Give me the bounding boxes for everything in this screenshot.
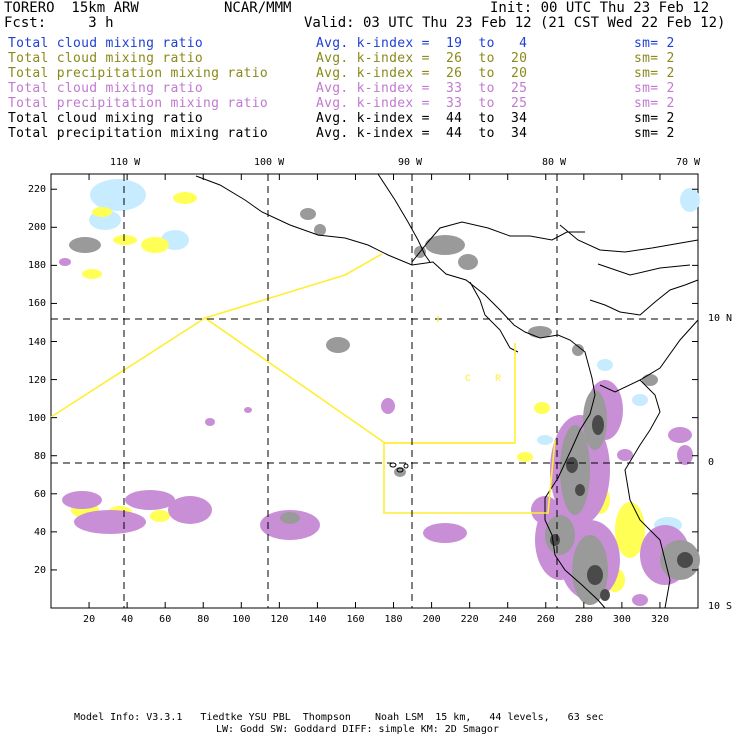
x-tick-label: 20 [83, 614, 96, 625]
x-tick-label: 320 [650, 614, 669, 625]
model-info: Model Info: V3.3.1 Tiedtke YSU PBL Thomp… [74, 712, 604, 723]
region-label-r: R [495, 374, 501, 385]
legend-sm: sm= 2 [634, 66, 675, 81]
longitude-label: 90 W [398, 157, 423, 168]
x-tick-label: 300 [612, 614, 631, 625]
y-tick-label: 40 [34, 526, 47, 538]
legend-field: Total cloud mixing ratio [8, 36, 204, 51]
legend-sm: sm= 2 [634, 81, 675, 96]
init-time: Init: 00 UTC Thu 23 Feb 12 [490, 0, 710, 16]
x-tick-label: 80 [197, 614, 210, 625]
legend-kindex: Avg. k-index = 26 to 20 [316, 51, 528, 66]
legend-field: Total cloud mixing ratio [8, 51, 204, 66]
legend-field: Total cloud mixing ratio [8, 81, 204, 96]
x-tick-label: 160 [346, 614, 365, 625]
x-tick-label: 40 [121, 614, 134, 625]
y-tick-label: 60 [34, 488, 47, 500]
light-blue-cloud-field [89, 179, 700, 533]
lat-lon-grid [51, 174, 698, 608]
legend-sm: sm= 2 [634, 126, 675, 141]
legend-kindex: Avg. k-index = 26 to 20 [316, 66, 528, 81]
latitude-label: 10 S [708, 601, 733, 612]
y-tick-label: 20 [34, 564, 47, 576]
legend-field: Total precipitation mixing ratio [8, 96, 269, 111]
y-tick-label: 160 [28, 298, 47, 310]
legend-field: Total precipitation mixing ratio [8, 126, 269, 141]
longitude-label: 100 W [254, 157, 285, 168]
yellow-boundary-lines [50, 253, 556, 514]
legend-kindex: Avg. k-index = 44 to 34 [316, 111, 528, 126]
latitude-label: 0 [708, 457, 715, 468]
x-tick-label: 120 [270, 614, 289, 625]
valid-time: Valid: 03 UTC Thu 23 Feb 12 (21 CST Wed … [304, 15, 726, 31]
x-tick-label: 260 [536, 614, 555, 625]
y-tick-label: 220 [28, 184, 47, 196]
x-tick-label: 200 [422, 614, 441, 625]
x-tick-label: 140 [308, 614, 327, 625]
longitude-label: 70 W [676, 157, 701, 168]
x-tick-label: 100 [232, 614, 251, 625]
x-tick-label: 220 [460, 614, 479, 625]
galapagos-islands [389, 462, 409, 473]
longitude-label: 110 W [110, 157, 141, 168]
legend-kindex: Avg. k-index = 33 to 25 [316, 96, 528, 111]
legend-sm: sm= 2 [634, 51, 675, 66]
x-tick-label: 280 [574, 614, 593, 625]
legend-sm: sm= 2 [634, 96, 675, 111]
region-label-c: C [465, 374, 471, 385]
x-tick-label: 240 [498, 614, 517, 625]
legend-field: Total cloud mixing ratio [8, 111, 204, 126]
y-tick-label: 180 [28, 260, 47, 272]
longitude-label: 80 W [542, 157, 567, 168]
legend-sm: sm= 2 [634, 36, 675, 51]
model-title: TORERO 15km ARW [4, 0, 139, 16]
latitude-label: 10 N [708, 313, 733, 324]
y-tick-label: 100 [28, 412, 47, 424]
y-tick-label: 140 [28, 336, 47, 348]
y-tick-label: 200 [28, 222, 47, 234]
org-label: NCAR/MMM [224, 0, 292, 16]
y-tick-label: 120 [28, 374, 47, 386]
legend-kindex: Avg. k-index = 44 to 34 [316, 126, 528, 141]
coastline [195, 173, 699, 609]
legend-field: Total precipitation mixing ratio [8, 66, 269, 81]
legend-kindex: Avg. k-index = 19 to 4 [316, 36, 528, 51]
legend-kindex: Avg. k-index = 33 to 25 [316, 81, 528, 96]
legend-sm: sm= 2 [634, 111, 675, 126]
x-tick-label: 180 [384, 614, 403, 625]
x-tick-label: 60 [159, 614, 172, 625]
tick-marks [51, 174, 698, 608]
physics-info: LW: Godd SW: Goddard DIFF: simple KM: 2D… [216, 724, 499, 735]
y-tick-label: 80 [34, 450, 47, 462]
forecast-hour: Fcst: 3 h [4, 15, 114, 31]
